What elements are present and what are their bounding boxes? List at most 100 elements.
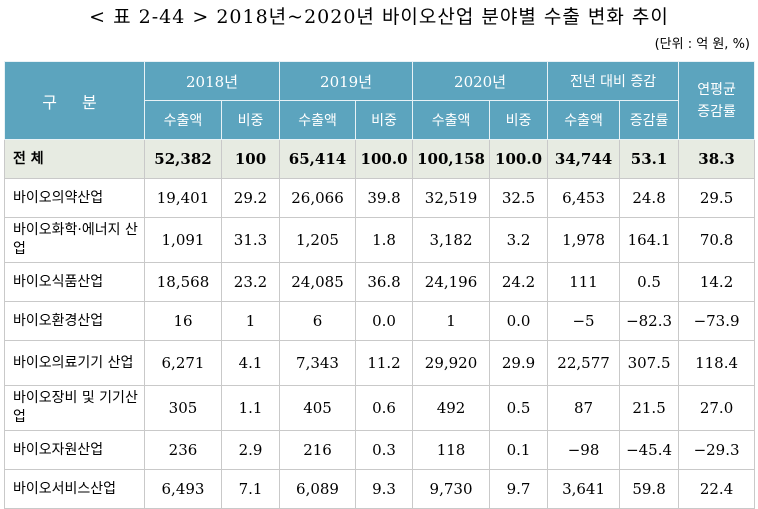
cell-a19: 216 <box>279 430 357 470</box>
cell-s18: 31.3 <box>220 217 281 263</box>
cell-diff: 87 <box>547 385 621 431</box>
cell-a20: 1 <box>412 301 491 341</box>
cell-a18: 305 <box>144 385 222 431</box>
row-label: 바이오장비 및 기기산업 <box>4 385 145 431</box>
row-label: 바이오의약산업 <box>4 178 145 218</box>
table-row: 바이오식품산업 18,568 23.2 24,085 36.8 24,196 24.2 111… <box>4 262 756 302</box>
cell-a20: 492 <box>412 385 491 431</box>
cell-a18: 19,401 <box>144 178 222 218</box>
cell-a18: 16 <box>144 301 222 341</box>
table-row: 바이오환경산업 16 1 6 0.0 1 0.0 −5 −82.3 −73.9 <box>4 301 756 341</box>
cell-s19: 0.0 <box>355 301 414 341</box>
cell-s18: 2.9 <box>220 430 281 470</box>
cell-a20: 118 <box>412 430 491 470</box>
cell-a18: 236 <box>144 430 222 470</box>
cell-cagr: 22.4 <box>678 469 756 509</box>
cell-a20: 32,519 <box>412 178 491 218</box>
header-yoy: 전년 대비 증감 <box>547 61 680 101</box>
cell-a20: 100,158 <box>412 139 491 179</box>
cell-s18: 1 <box>220 301 281 341</box>
header-export-2019: 수출액 <box>279 100 357 140</box>
cell-rate: −82.3 <box>619 301 680 341</box>
header-2018: 2018년 <box>143 61 281 101</box>
cell-rate: 53.1 <box>619 139 680 179</box>
row-label: 바이오환경산업 <box>4 301 145 341</box>
table-title: < 표 2-44 > 2018년~2020년 바이오산업 분야별 수출 변화 추… <box>89 6 669 28</box>
header-share-2020: 비중 <box>489 100 549 140</box>
table-row: 바이오의료기기 산업 6,271 4.1 7,343 11.2 29,920 29.9 22,… <box>4 340 756 386</box>
cell-rate: −45.4 <box>619 430 680 470</box>
cell-cagr: 118.4 <box>678 340 756 386</box>
cell-s20: 0.0 <box>489 301 549 341</box>
cell-s18: 100 <box>220 139 281 179</box>
cell-rate: 307.5 <box>619 340 680 386</box>
cell-s18: 1.1 <box>220 385 281 431</box>
cell-a19: 7,343 <box>279 340 357 386</box>
cell-a19: 65,414 <box>279 139 357 179</box>
cell-s18: 23.2 <box>220 262 281 302</box>
cell-cagr: 70.8 <box>678 217 756 263</box>
cell-cagr: 14.2 <box>678 262 756 302</box>
table-row: 바이오장비 및 기기산업 305 1.1 405 0.6 492 0.5 87 21.5 27.0 <box>4 385 756 431</box>
cell-cagr: 27.0 <box>678 385 756 431</box>
cell-diff: −5 <box>547 301 621 341</box>
cell-a19: 6,089 <box>279 469 357 509</box>
header-export-2018: 수출액 <box>144 100 222 140</box>
header-cagr-line1: 연평균 <box>697 81 736 98</box>
cell-s20: 0.1 <box>489 430 549 470</box>
cell-a20: 9,730 <box>412 469 491 509</box>
header-cagr-line2: 증감률 <box>697 103 736 120</box>
cell-a19: 1,205 <box>279 217 357 263</box>
cell-a18: 6,493 <box>144 469 222 509</box>
cell-s18: 4.1 <box>220 340 281 386</box>
cell-cagr: −73.9 <box>678 301 756 341</box>
header-change-yoy: 증감률 <box>619 100 680 140</box>
cell-s20: 24.2 <box>489 262 549 302</box>
cell-s18: 29.2 <box>220 178 281 218</box>
cell-s20: 0.5 <box>489 385 549 431</box>
cell-a19: 26,066 <box>279 178 357 218</box>
row-label: 바이오서비스산업 <box>4 469 145 509</box>
cell-s20: 32.5 <box>489 178 549 218</box>
cell-s19: 36.8 <box>355 262 414 302</box>
cell-s19: 39.8 <box>355 178 414 218</box>
cell-s18: 7.1 <box>220 469 281 509</box>
cell-rate: 164.1 <box>619 217 680 263</box>
table-row: 바이오화학·에너지 산업 1,091 31.3 1,205 1.8 3,182 3.2 1,9… <box>4 217 756 263</box>
header-share-2019: 비중 <box>355 100 414 140</box>
cell-a18: 1,091 <box>144 217 222 263</box>
cell-cagr: −29.3 <box>678 430 756 470</box>
cell-s20: 100.0 <box>489 139 549 179</box>
table-row: 바이오의약산업 19,401 29.2 26,066 39.8 32,519 32.5 6,4… <box>4 178 756 218</box>
cell-a18: 6,271 <box>144 340 222 386</box>
cell-a19: 24,085 <box>279 262 357 302</box>
cell-rate: 0.5 <box>619 262 680 302</box>
cell-diff: 1,978 <box>547 217 621 263</box>
row-label: 바이오의료기기 산업 <box>4 340 145 386</box>
cell-rate: 59.8 <box>619 469 680 509</box>
cell-s19: 11.2 <box>355 340 414 386</box>
cell-s20: 9.7 <box>489 469 549 509</box>
total-row: 전 체 52,382 100 65,414 100.0 100,158 100.0 34,74… <box>4 139 756 179</box>
cell-s19: 0.6 <box>355 385 414 431</box>
cell-s19: 1.8 <box>355 217 414 263</box>
header-export-2020: 수출액 <box>412 100 491 140</box>
cell-diff: 34,744 <box>547 139 621 179</box>
table-row: 바이오자원산업 236 2.9 216 0.3 118 0.1 −98 −45.4 −29.3 <box>4 430 756 470</box>
cell-a18: 18,568 <box>144 262 222 302</box>
export-table: 구 분 2018년 2019년 2020년 전년 대비 증감 연평균 증감률 수… <box>4 61 756 509</box>
unit-note: (단위 : 억 원, %) <box>654 37 750 52</box>
header-category: 구 분 <box>4 61 145 140</box>
cell-s19: 100.0 <box>355 139 414 179</box>
row-label: 바이오식품산업 <box>4 262 145 302</box>
header-share-2018: 비중 <box>220 100 281 140</box>
cell-s19: 9.3 <box>355 469 414 509</box>
table-row: 바이오서비스산업 6,493 7.1 6,089 9.3 9,730 9.7 3,641 59.… <box>4 469 756 509</box>
row-label: 바이오자원산업 <box>4 430 145 470</box>
cell-a20: 29,920 <box>412 340 491 386</box>
cell-diff: 3,641 <box>547 469 621 509</box>
cell-diff: 22,577 <box>547 340 621 386</box>
cell-rate: 21.5 <box>619 385 680 431</box>
cell-diff: 111 <box>547 262 621 302</box>
header-2020: 2020년 <box>412 61 549 101</box>
